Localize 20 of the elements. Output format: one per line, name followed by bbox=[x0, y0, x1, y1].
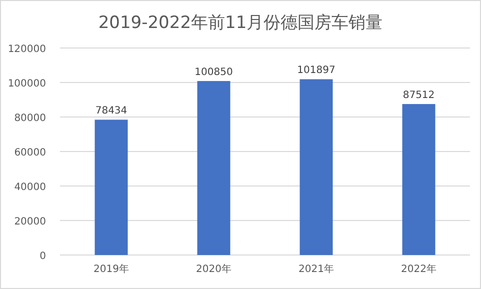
y-tick-label: 40000 bbox=[14, 182, 46, 193]
x-tick-label: 2020年 bbox=[196, 263, 232, 275]
y-tick-label: 20000 bbox=[14, 216, 46, 228]
bar bbox=[197, 81, 230, 255]
data-label: 100850 bbox=[194, 67, 233, 78]
data-label: 78434 bbox=[95, 106, 128, 117]
y-tick-label: 60000 bbox=[14, 148, 46, 158]
bar bbox=[402, 104, 436, 255]
data-label: 101897 bbox=[297, 65, 336, 76]
y-tick-label: 0 bbox=[40, 251, 46, 262]
x-tick-label: 2022年 bbox=[401, 263, 436, 275]
y-tick-label: 100000 bbox=[8, 78, 46, 90]
y-tick-label: 80000 bbox=[14, 113, 46, 124]
data-label: 87512 bbox=[402, 90, 435, 102]
y-tick-label: 120000 bbox=[8, 44, 46, 55]
bar bbox=[94, 120, 128, 255]
chart-title: 2019-2022年前11月份德国房车销量 bbox=[98, 13, 383, 33]
x-tick-label: 2021年 bbox=[298, 263, 334, 275]
x-tick-label: 2019年 bbox=[94, 263, 129, 275]
bar bbox=[300, 79, 333, 255]
